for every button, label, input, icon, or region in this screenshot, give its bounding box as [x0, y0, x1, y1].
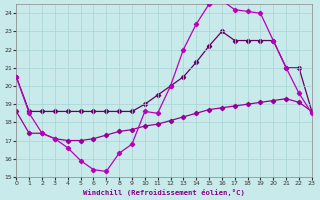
- X-axis label: Windchill (Refroidissement éolien,°C): Windchill (Refroidissement éolien,°C): [83, 189, 245, 196]
